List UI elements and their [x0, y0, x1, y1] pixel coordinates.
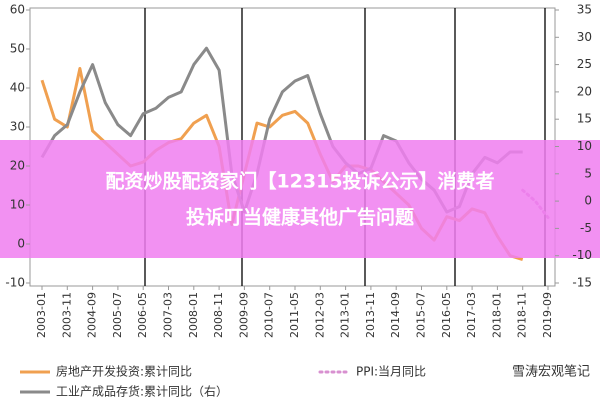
overlay-text: 投诉叮当健康其他广告问题 — [186, 206, 414, 229]
x-tick-label: 2004-09 — [86, 292, 99, 338]
x-tick-label: 2017-03 — [465, 292, 478, 338]
y-tick-label: 30 — [10, 120, 25, 134]
y-tick-label: 0 — [17, 237, 25, 251]
x-tick-label: 2003-11 — [60, 292, 73, 338]
y-tick-label: 10 — [10, 198, 25, 212]
x-tick-label: 2019-09 — [541, 292, 554, 338]
watermark: 雪涛宏观笔记 — [512, 364, 590, 380]
y-tick-label: 20 — [10, 159, 25, 173]
x-tick-label: 2007-03 — [162, 292, 175, 338]
y2-tick-label: 25 — [577, 57, 592, 71]
y-tick-label: 40 — [10, 81, 25, 95]
x-tick-label: 2015-07 — [415, 292, 428, 338]
y-tick-label: 60 — [10, 3, 25, 17]
y-tick-label: 50 — [10, 42, 25, 56]
x-tick-label: 2009-09 — [237, 292, 250, 338]
x-tick-label: 2012-03 — [313, 292, 326, 338]
y2-tick-label: 10 — [577, 139, 592, 153]
y2-tick-label: -5 — [580, 221, 592, 235]
x-tick-label: 2011-05 — [288, 292, 301, 338]
x-tick-label: 2005-07 — [111, 292, 124, 338]
y2-tick-label: 0 — [584, 194, 592, 208]
x-tick-label: 2013-11 — [364, 292, 377, 338]
legend-label: PPI:当月同比 — [356, 365, 426, 379]
x-tick-label: 2018-01 — [490, 292, 503, 338]
y-tick-label: -10 — [5, 276, 25, 290]
y2-tick-label: 35 — [577, 3, 592, 17]
x-tick-label: 2008-11 — [212, 292, 225, 338]
x-tick-label: 2010-07 — [263, 292, 276, 338]
x-tick-label: 2003-01 — [35, 292, 48, 338]
x-tick-label: 2008-01 — [187, 292, 200, 338]
y2-tick-label: -10 — [572, 248, 592, 262]
legend-label: 房地产开发投资:累计同比 — [56, 364, 192, 379]
legend-label: 工业产成品存货:累计同比（右） — [56, 384, 228, 399]
y2-tick-label: 5 — [584, 166, 592, 180]
y2-tick-label: 20 — [577, 84, 592, 98]
y2-tick-label: 15 — [577, 112, 592, 126]
x-tick-label: 2013-01 — [339, 292, 352, 338]
x-tick-label: 2014-09 — [389, 292, 402, 338]
overlay-text: 配资炒股配资家门【12315投诉公示】消费者 — [105, 170, 494, 193]
y2-tick-label: 30 — [577, 30, 592, 44]
y2-tick-label: -15 — [572, 276, 592, 290]
overlay-banner — [0, 140, 600, 258]
x-tick-label: 2016-05 — [440, 292, 453, 338]
x-tick-label: 2018-11 — [516, 292, 529, 338]
x-tick-label: 2006-05 — [136, 292, 149, 338]
